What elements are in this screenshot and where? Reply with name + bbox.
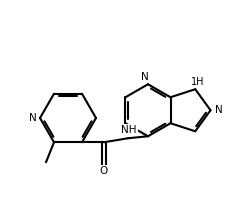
Text: N: N xyxy=(215,105,222,115)
Text: NH: NH xyxy=(121,125,137,135)
Text: N: N xyxy=(29,113,37,123)
Text: O: O xyxy=(100,166,108,176)
Text: N: N xyxy=(141,72,149,82)
Text: 1H: 1H xyxy=(190,77,204,87)
